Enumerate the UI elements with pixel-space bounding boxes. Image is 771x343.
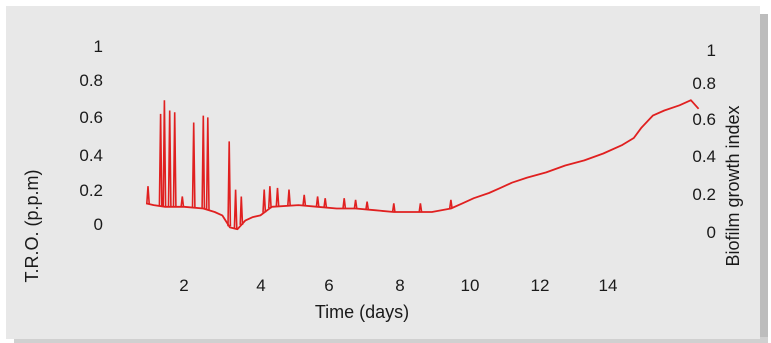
trace-spike <box>158 113 163 207</box>
trace-spike <box>167 110 172 207</box>
x-tick-label: 6 <box>324 276 333 295</box>
trace-spike <box>302 194 307 206</box>
trace-spike <box>342 198 347 209</box>
right-y-tick-label: 1 <box>707 41 716 60</box>
trace-spike <box>162 100 167 207</box>
left-y-tick-label: 0.2 <box>79 181 103 200</box>
trace-spike <box>323 198 328 208</box>
trace-spike <box>201 115 206 209</box>
trace-spike <box>448 199 453 209</box>
chart-panel <box>6 6 760 339</box>
trace-spike <box>267 186 272 209</box>
trace-line <box>145 99 700 231</box>
trace-spike <box>146 186 150 204</box>
x-tick-label: 8 <box>395 276 404 295</box>
x-tick-label: 14 <box>599 276 618 295</box>
left-y-tick-label: 0.8 <box>79 71 103 90</box>
right-y-tick-label: 0.2 <box>692 185 716 204</box>
trace-spike <box>275 187 280 207</box>
x-tick-label: 12 <box>531 276 550 295</box>
trace-spike <box>418 203 423 213</box>
trace-spike <box>172 112 177 207</box>
right-y-tick-label: 0.4 <box>692 147 716 166</box>
trace-spike <box>233 189 238 229</box>
right-y-axis-ticks: 0 0.2 0.4 0.6 0.8 1 <box>692 41 716 242</box>
x-tick-label: 10 <box>461 276 480 295</box>
x-axis-label: Time (days) <box>315 302 409 322</box>
left-y-tick-label: 0.4 <box>79 146 103 165</box>
plot-area <box>145 99 700 231</box>
right-y-tick-label: 0.8 <box>692 74 716 93</box>
trace-spike <box>365 201 370 210</box>
panel-shadow-right <box>760 14 768 339</box>
trace-spike <box>239 196 244 225</box>
trace-spike <box>262 189 267 213</box>
left-y-tick-label: 0 <box>94 215 103 234</box>
left-y-tick-label: 0.6 <box>79 108 103 127</box>
trace-spike <box>205 117 210 210</box>
x-tick-label: 4 <box>256 276 265 295</box>
trace-spike <box>227 141 232 227</box>
left-y-axis-ticks: 0 0.2 0.4 0.6 0.8 1 <box>79 37 103 234</box>
trace-spike <box>191 122 196 208</box>
panel-shadow-bottom <box>14 337 768 343</box>
trace-spike <box>287 189 291 206</box>
trace-spike <box>391 203 396 213</box>
trace-spike <box>315 196 320 207</box>
right-y-tick-label: 0.6 <box>692 110 716 129</box>
x-tick-label: 2 <box>179 276 188 295</box>
left-y-tick-label: 1 <box>94 37 103 56</box>
trace-spike <box>353 199 358 209</box>
right-y-axis-label: Biofilm growth index <box>723 105 743 266</box>
left-y-axis-label: T.R.O. (p.p.m) <box>22 169 42 282</box>
x-axis-ticks: 2 4 6 8 10 12 14 <box>179 276 617 295</box>
right-y-tick-label: 0 <box>707 223 716 242</box>
trace-spike <box>180 196 185 207</box>
